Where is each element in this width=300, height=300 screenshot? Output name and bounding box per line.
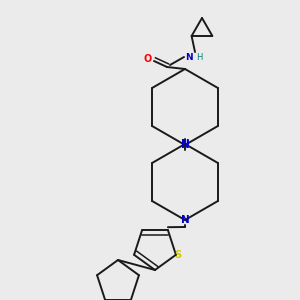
Text: H: H bbox=[196, 52, 202, 62]
Text: S: S bbox=[174, 250, 182, 260]
Text: N: N bbox=[185, 52, 193, 62]
Text: O: O bbox=[144, 54, 152, 64]
Text: N: N bbox=[181, 215, 189, 225]
Text: N: N bbox=[181, 140, 189, 150]
Text: N: N bbox=[181, 139, 189, 149]
